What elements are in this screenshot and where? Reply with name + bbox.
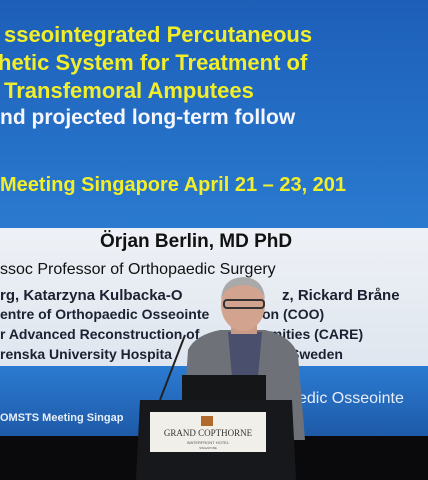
subtitle: nd projected long-term follow: [0, 106, 296, 129]
podium-city: SINGAPORE: [199, 446, 217, 450]
affiliation-end: on (COO): [262, 306, 325, 322]
slide-top: [0, 0, 428, 228]
authors: rg, Katarzyna Kulbacka-O: [0, 287, 183, 304]
presenter: Örjan Berlin, MD PhD: [100, 231, 293, 252]
affiliation-end: Sweden: [290, 346, 343, 362]
meeting: Meeting Singapore April 21 – 23, 201: [0, 174, 347, 196]
head: [221, 279, 265, 331]
hair: [221, 277, 265, 300]
podium-sub: WATERFRONT HOTEL: [187, 440, 230, 445]
footer-right: edic Osseointe: [298, 390, 404, 407]
footer-meeting: OMSTS Meeting Singap: [0, 412, 124, 424]
affiliation-end: emities (CARE): [262, 326, 364, 342]
hotel-logo: [201, 416, 213, 426]
microphone: [159, 334, 186, 401]
position: ssoc Professor of Orthopaedic Surgery: [0, 261, 276, 278]
authors-end: z, Rickard Bråne: [282, 287, 400, 304]
podium-name: GRAND COPTHORNE: [164, 428, 253, 438]
title-line: Transfemoral Amputees: [4, 78, 254, 103]
affiliation: renska University Hospita: [0, 346, 172, 362]
title-line: hetic System for Treatment of: [0, 50, 308, 75]
affiliation: entre of Orthopaedic Osseointe: [0, 306, 210, 322]
affiliation: r Advanced Reconstruction of: [0, 326, 200, 342]
glasses: [223, 299, 265, 309]
title-line: sseointegrated Percutaneous: [4, 22, 313, 47]
